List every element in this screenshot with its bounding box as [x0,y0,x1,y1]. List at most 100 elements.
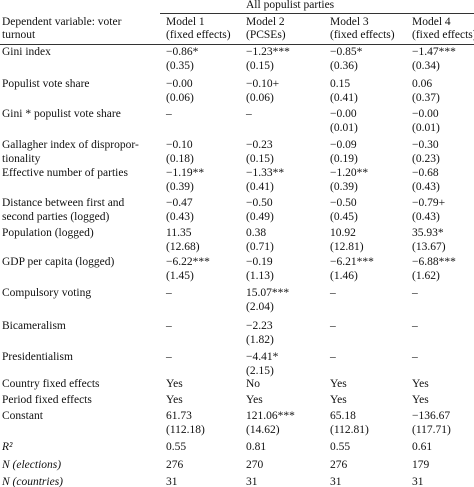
coefficient: – [330,287,336,299]
row-label: tionality [2,153,41,165]
standard-error: (0.15) [246,60,274,72]
coefficient: 0.06 [412,78,433,90]
standard-error: (0.43) [412,211,440,223]
coefficient: −6.88*** [412,256,456,268]
standard-error: (2.04) [246,301,274,313]
coefficient: Yes [330,378,347,390]
coefficient: 31 [166,476,178,487]
coefficient: 15.07*** [246,287,290,299]
coefficient: – [412,320,418,332]
standard-error: (0.41) [330,92,358,104]
coefficient: −1.47*** [412,46,456,58]
coefficient: – [412,351,418,363]
standard-error: (1.46) [330,270,358,282]
coefficient: 179 [412,459,430,471]
coefficient: Yes [166,378,183,390]
standard-error: (0.15) [246,153,274,165]
standard-error: (117.71) [412,424,451,436]
spanner: All populist parties [246,0,335,11]
coefficient: −0.10 [166,139,193,151]
model-method: (PCSEs) [246,29,286,41]
standard-error: (0.06) [246,92,274,104]
coefficient: 31 [330,476,342,487]
standard-error: (0.45) [330,211,358,223]
standard-error: (0.01) [330,122,358,134]
coefficient: −0.00 [330,108,357,120]
row-label: Distance between first and [2,197,125,209]
coefficient: −0.00 [412,108,439,120]
model-name: Model 4 [412,16,451,28]
model-name: Model 2 [246,16,285,28]
coefficient: 35.93* [412,227,444,239]
standard-error: (0.18) [166,153,194,165]
coefficient: −6.22*** [166,256,210,268]
row-label: Gallagher index of dispropor- [2,139,139,151]
coefficient: −0.30 [412,139,439,151]
standard-error: (0.39) [166,181,194,193]
coefficient: −0.19 [246,256,273,268]
row-label: Effective number of parties [2,167,128,179]
model-name: Model 1 [166,16,205,28]
coefficient: 0.15 [330,78,351,90]
coefficient: Yes [412,378,429,390]
row-label: Gini index [2,46,51,58]
model-method: (fixed effects) [330,29,395,41]
standard-error: (0.43) [166,211,194,223]
coefficient: 61.73 [166,410,192,422]
row-label: Gini * populist vote share [2,108,121,120]
coefficient: 276 [330,459,348,471]
coefficient: – [330,351,336,363]
row-label: Country fixed effects [2,378,100,390]
coefficient: 0.55 [330,441,351,453]
coefficient: 65.18 [330,410,356,422]
coefficient: −4.41* [246,351,279,363]
coefficient: −1.23*** [246,46,290,58]
stub-head: turnout [2,29,36,41]
row-label: N (countries) [2,476,64,487]
coefficient: −0.79+ [412,197,446,209]
standard-error: (2.15) [246,365,274,377]
model-name: Model 3 [330,16,369,28]
row-label: second parties (logged) [2,211,110,223]
standard-error: (12.68) [166,241,200,253]
standard-error: (112.81) [330,424,369,436]
coefficient: −2.23 [246,320,273,332]
coefficient: Yes [246,394,263,406]
standard-error: (1.62) [412,270,440,282]
model-method: (fixed effects) [166,29,231,41]
coefficient: Yes [166,394,183,406]
coefficient: 31 [246,476,258,487]
coefficient: −0.00 [166,78,193,90]
standard-error: (1.82) [246,334,274,346]
standard-error: (14.62) [246,424,280,436]
row-label: Population (logged) [2,227,94,239]
coefficient: 0.61 [412,441,433,453]
coefficient: −0.85* [330,46,363,58]
row-label: GDP per capita (logged) [2,256,115,268]
coefficient: 270 [246,459,264,471]
coefficient: −0.47 [166,197,193,209]
coefficient: −6.21*** [330,256,374,268]
row-label: N (elections) [2,459,62,471]
coefficient: 0.55 [166,441,187,453]
coefficient: 276 [166,459,184,471]
coefficient: −0.23 [246,139,273,151]
standard-error: (13.67) [412,241,446,253]
coefficient: −0.68 [412,167,439,179]
coefficient: −0.50 [330,197,357,209]
coefficient: 31 [412,476,424,487]
coefficient: 0.81 [246,441,267,453]
coefficient: – [246,108,252,120]
coefficient: −0.10+ [246,78,280,90]
coefficient: 11.35 [166,227,192,239]
coefficient: −0.50 [246,197,273,209]
coefficient: – [330,320,336,332]
model-method: (fixed effects) [412,29,474,41]
coefficient: −1.19** [166,167,205,179]
row-label: R² [2,441,13,453]
row-label: Period fixed effects [2,394,92,406]
coefficient: No [246,378,261,390]
stub-head: Dependent variable: voter [2,16,122,28]
coefficient: −0.09 [330,139,357,151]
